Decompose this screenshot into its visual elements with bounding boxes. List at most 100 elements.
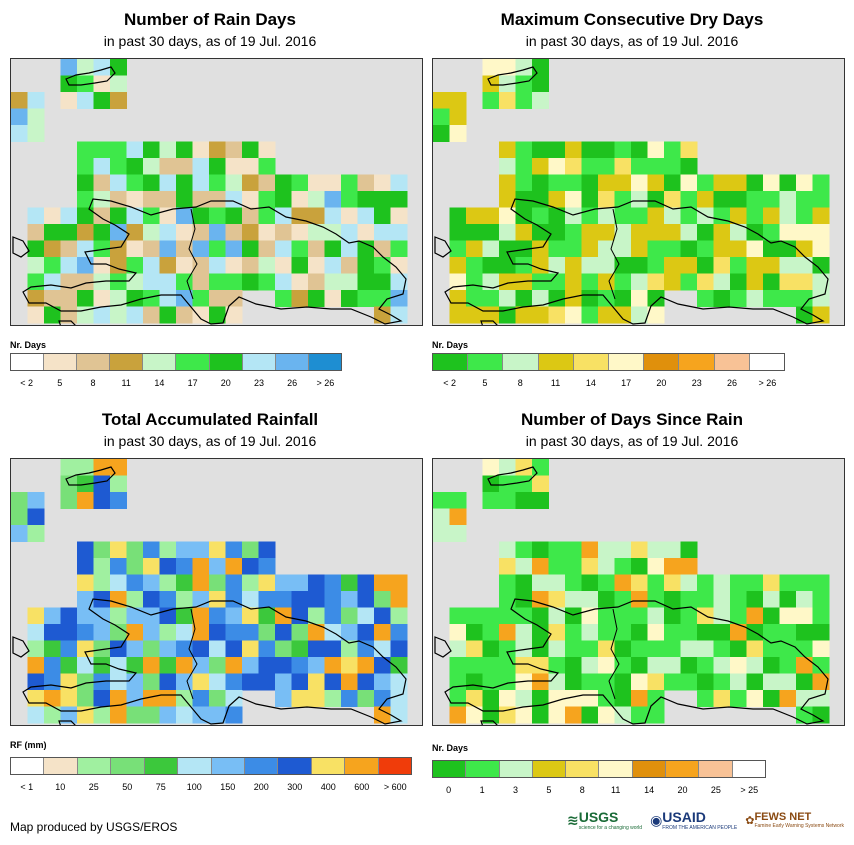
map-pixel	[27, 257, 45, 274]
map-pixel	[143, 207, 160, 225]
map-pixel	[796, 191, 813, 208]
map-pixel	[374, 306, 391, 324]
map-pixel	[374, 174, 391, 192]
map-pixel	[581, 290, 599, 307]
map-pixel	[159, 191, 177, 208]
map-pixel	[209, 558, 226, 575]
map-pixel	[374, 706, 391, 724]
legend-label: > 26	[316, 378, 335, 388]
map-pixel	[565, 574, 582, 592]
map-pixel	[242, 174, 259, 192]
legend-swatch	[433, 761, 467, 777]
map-pixel	[258, 207, 276, 225]
map-pixel	[631, 607, 648, 625]
map-pixel	[110, 475, 127, 493]
map-pixel	[77, 459, 94, 476]
map-pixel	[258, 240, 276, 258]
map-pixel	[515, 257, 533, 274]
map-pixel	[291, 240, 309, 258]
map-pixel	[631, 706, 648, 724]
legend-title: Nr. Days	[432, 340, 469, 350]
map-pixel	[275, 257, 292, 274]
map-pixel	[258, 591, 276, 608]
legend-swatch	[244, 758, 279, 774]
legend-label: 1	[479, 785, 485, 795]
map-pixel	[242, 607, 259, 625]
map-pixel	[697, 257, 714, 274]
map-pixel	[532, 706, 549, 724]
map-pixel	[565, 207, 582, 225]
legend-label: 25	[88, 782, 99, 792]
map-pixel	[110, 207, 127, 225]
map-pixel	[730, 640, 747, 658]
map-pixel	[482, 640, 500, 658]
map-pixel	[159, 591, 177, 608]
map-pixel	[143, 706, 160, 724]
map-pixel	[664, 141, 681, 159]
map-pixel	[258, 657, 276, 674]
legend-bar	[10, 757, 412, 775]
map-pixel	[209, 207, 226, 225]
map-pixel	[598, 207, 615, 225]
map-pixel	[44, 624, 61, 641]
legend-label: 23	[691, 378, 702, 388]
map-pixel	[548, 706, 566, 724]
map-pixel	[77, 257, 94, 274]
map-pixel	[730, 273, 747, 291]
panel-title: Total Accumulated Rainfall	[101, 410, 319, 429]
legend-label: 50	[122, 782, 133, 792]
legend-label: 400	[320, 782, 336, 792]
map-pixel	[647, 290, 665, 307]
map-pixel	[647, 690, 665, 707]
map-pixel	[341, 607, 358, 625]
map-pixel	[614, 141, 632, 159]
panel-subtitle: in past 30 days, as of 19 Jul. 2016	[103, 33, 317, 49]
map-pixel	[664, 607, 681, 625]
map-pixel	[192, 558, 210, 575]
map-pixel	[466, 224, 483, 241]
map-pixel	[680, 574, 698, 592]
map-pixel	[796, 706, 813, 724]
map-pixel	[697, 640, 714, 658]
map-pixel	[143, 673, 160, 691]
map-pixel	[515, 92, 533, 109]
map-pixel	[614, 224, 632, 241]
map-pixel	[225, 673, 243, 691]
map-pixel	[433, 508, 450, 526]
map-rainfall	[10, 458, 423, 726]
map-pixel	[27, 207, 45, 225]
map-pixel	[680, 558, 698, 575]
map-pixel	[779, 290, 797, 307]
map-pixel	[374, 690, 391, 707]
legend-title: Nr. Days	[432, 743, 469, 753]
map-pixel	[812, 290, 830, 307]
map-dry-days	[432, 58, 845, 326]
legend-labels: < 2 5 8 11 14 17 20 23 26 > 26	[10, 378, 342, 390]
map-pixel	[93, 657, 111, 674]
map-pixel	[242, 673, 259, 691]
legend-label: < 2	[443, 378, 457, 388]
map-pixel	[482, 224, 500, 241]
map-pixel	[93, 224, 111, 241]
map-pixel	[763, 240, 780, 258]
map-pixel	[44, 673, 61, 691]
map-pixel	[532, 657, 549, 674]
map-pixel	[308, 174, 325, 192]
map-pixel	[532, 640, 549, 658]
map-pixel	[159, 690, 177, 707]
map-pixel	[466, 657, 483, 674]
map-pixel	[449, 706, 467, 724]
map-pixel	[515, 541, 533, 559]
map-pixel	[126, 257, 144, 274]
map-pixel	[126, 706, 144, 724]
map-pixel	[664, 257, 681, 274]
map-pixel	[532, 92, 549, 109]
map-pixel	[341, 574, 358, 592]
map-pixel	[664, 191, 681, 208]
map-pixel	[93, 59, 111, 76]
map-pixel	[763, 574, 780, 592]
map-pixel	[796, 574, 813, 592]
map-pixel	[341, 673, 358, 691]
map-canvas	[433, 459, 830, 725]
map-pixel	[482, 207, 500, 225]
